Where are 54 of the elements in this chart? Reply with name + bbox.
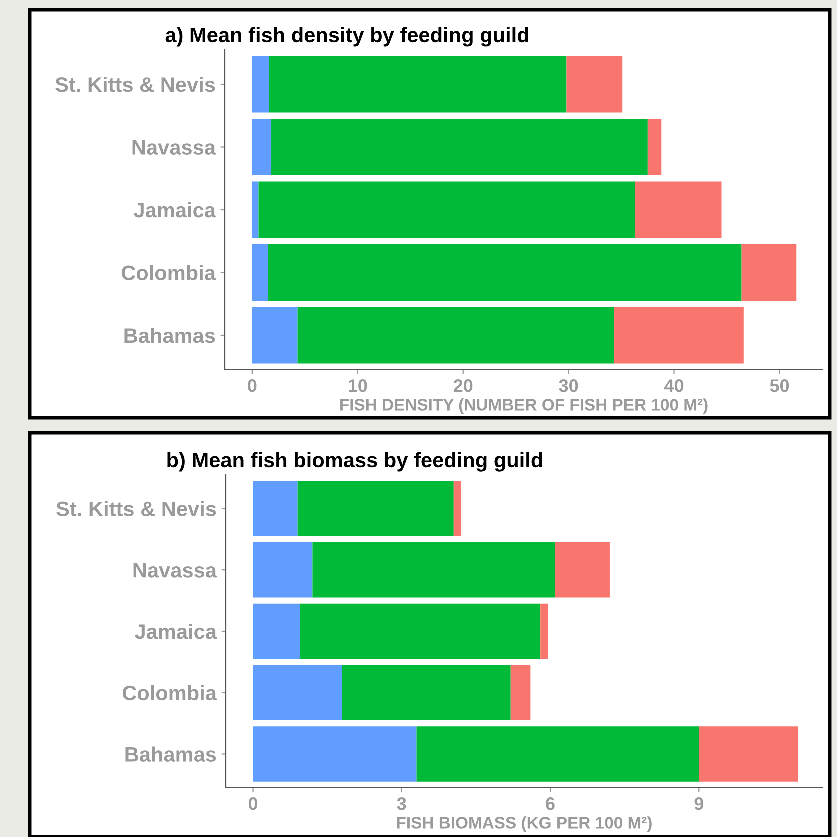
bar — [252, 307, 298, 364]
x-tick-label: 10 — [348, 380, 368, 392]
x-tick-label: 50 — [770, 380, 790, 392]
bar — [253, 542, 313, 598]
x-axis-title: FISH DENSITY (NUMBER OF FISH PER 100 M²) — [340, 398, 708, 414]
x-tick-label: 40 — [664, 380, 684, 392]
bar — [252, 56, 270, 113]
bar — [298, 481, 454, 536]
x-tick-label: 6 — [546, 798, 555, 810]
bar — [635, 182, 722, 238]
bar — [699, 726, 798, 782]
bar — [416, 726, 700, 782]
bar — [253, 726, 417, 782]
y-tick-label: Navassa — [132, 140, 216, 156]
bar — [253, 665, 342, 720]
bar — [253, 481, 298, 536]
chart-title: a) Mean fish density by feeding guild — [166, 27, 528, 47]
bar — [510, 665, 531, 720]
bar — [614, 307, 744, 364]
bar — [252, 182, 259, 238]
bar — [312, 542, 556, 598]
y-tick-label: St. Kitts & Nevis — [56, 501, 216, 517]
x-tick-label: 0 — [248, 380, 257, 392]
bar — [648, 119, 662, 176]
y-tick-label: Jamaica — [135, 624, 218, 640]
chart-title: b) Mean fish biomass by feeding guild — [168, 452, 542, 472]
bar — [342, 665, 511, 720]
y-tick-label: Navassa — [134, 563, 218, 578]
bar — [566, 56, 623, 113]
bar — [268, 244, 742, 301]
bar — [300, 604, 541, 660]
y-tick-label: Colombia — [122, 685, 218, 701]
bar — [252, 244, 268, 301]
bar — [252, 119, 272, 176]
bar — [298, 307, 614, 364]
bar — [454, 481, 462, 536]
x-tick-label: 3 — [397, 798, 406, 810]
bar — [253, 604, 300, 660]
x-tick-label: 0 — [248, 798, 258, 810]
bar — [271, 119, 648, 176]
bar — [555, 542, 610, 598]
bar — [269, 56, 567, 113]
x-tick-label: 9 — [694, 798, 704, 810]
y-tick-label: St. Kitts & Nevis — [56, 76, 216, 92]
x-tick-label: 30 — [559, 380, 578, 392]
bar — [540, 604, 548, 660]
bar — [742, 244, 797, 301]
y-tick-label: Colombia — [122, 265, 216, 280]
y-tick-label: Jamaica — [134, 202, 216, 218]
y-tick-label: Bahamas — [126, 746, 216, 762]
x-tick-label: 20 — [454, 380, 473, 392]
y-tick-label: Bahamas — [124, 328, 216, 344]
bar — [258, 182, 636, 238]
x-axis-title: FISH BIOMASS (KG PER 100 M²) — [397, 816, 652, 832]
